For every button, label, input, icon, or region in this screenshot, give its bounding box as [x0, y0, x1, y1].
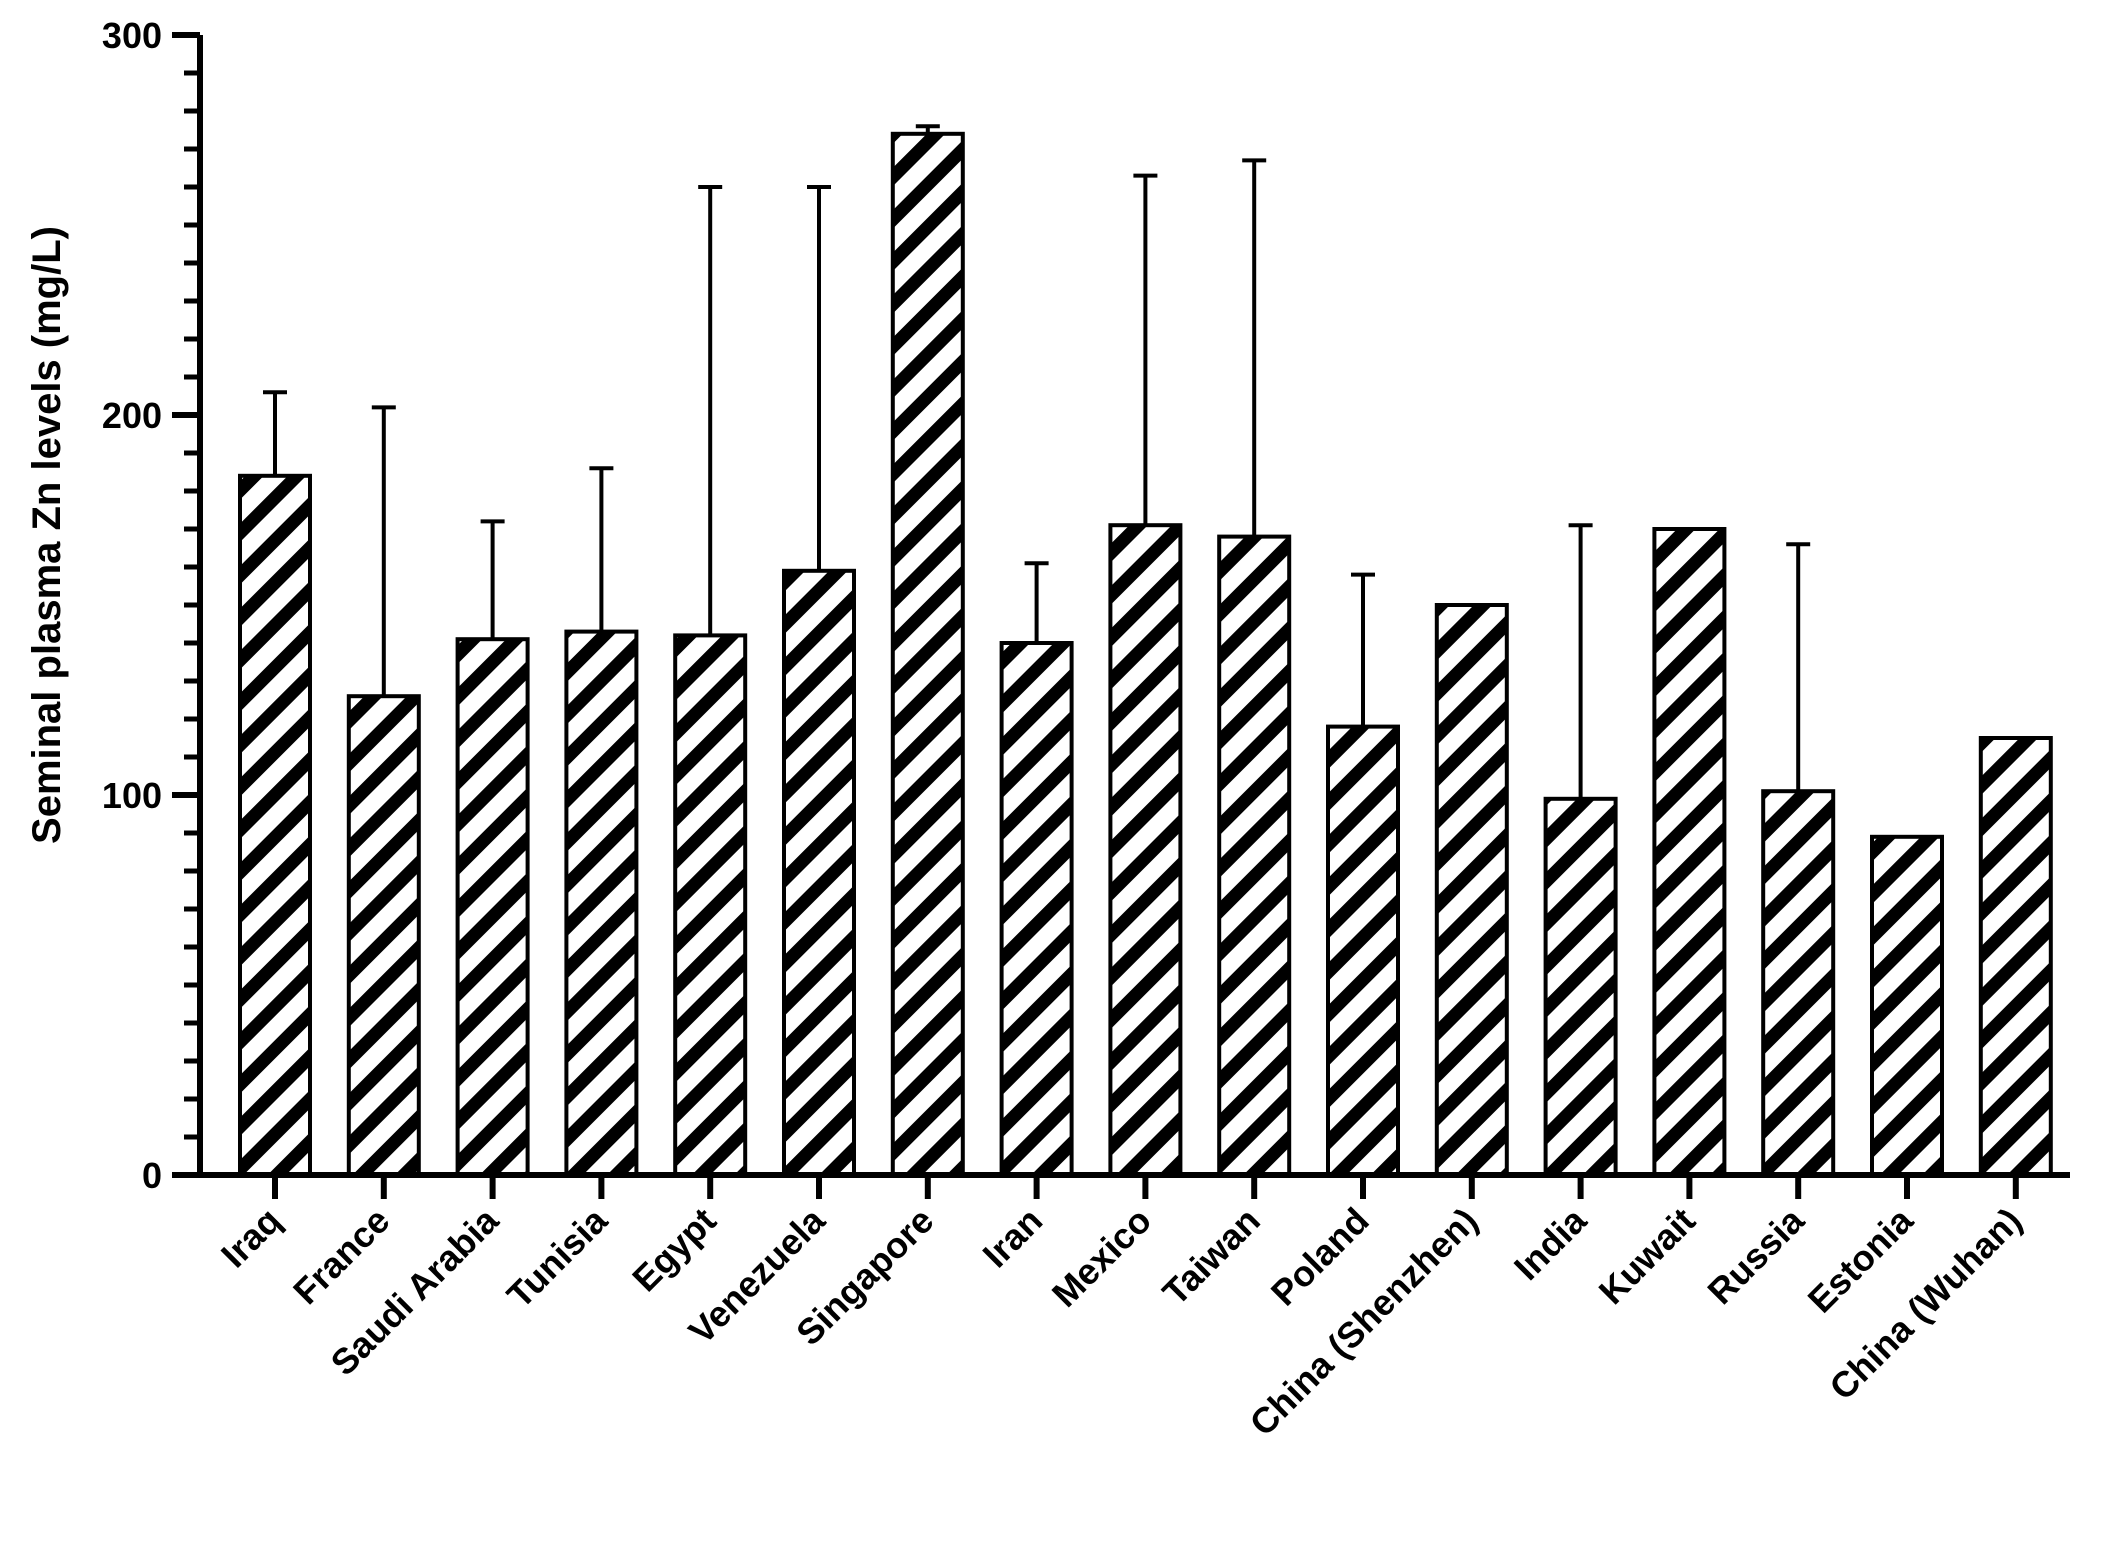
x-tick-label: Egypt: [624, 1200, 724, 1300]
error-bars-layer: [263, 124, 1811, 799]
error-bar-russia: [1786, 542, 1811, 792]
y-tick-label: 300: [102, 15, 162, 56]
bar-france: [346, 694, 421, 1177]
bar-tunisia: [564, 629, 639, 1177]
x-tick-label: Taiwan: [1154, 1200, 1267, 1313]
error-bar-mexico: [1133, 173, 1158, 526]
error-bar-iran: [1024, 561, 1049, 643]
x-tick-label: Russia: [1699, 1199, 1812, 1312]
bar-china-wuhan: [1978, 736, 2053, 1177]
bar-kuwait: [1652, 527, 1727, 1177]
axes-layer: [172, 32, 2070, 1199]
error-bar-poland: [1351, 572, 1375, 727]
bar-taiwan: [1217, 534, 1292, 1177]
y-tick-label: 0: [142, 1155, 162, 1196]
y-axis-title: Seminal plasma Zn levels (mg/L): [25, 226, 69, 844]
bar-iran: [999, 641, 1074, 1177]
x-tick-label: Iran: [975, 1200, 1051, 1276]
bar-poland: [1326, 724, 1400, 1177]
bar-egypt: [673, 633, 748, 1177]
error-bar-venezuela: [807, 185, 831, 571]
error-bar-tunisia: [589, 466, 614, 632]
bar-mexico: [1108, 523, 1183, 1177]
x-tick-label: Tunisia: [499, 1199, 616, 1316]
error-bar-taiwan: [1242, 158, 1267, 537]
error-bar-iraq: [263, 390, 287, 476]
error-bar-france: [371, 405, 396, 697]
x-tick-label: India: [1506, 1199, 1595, 1288]
y-tick-label: 200: [102, 395, 162, 436]
error-bar-india: [1568, 523, 1593, 799]
bar-venezuela: [782, 568, 856, 1177]
error-bar-singapore: [915, 124, 940, 134]
x-tick-label: Kuwait: [1591, 1200, 1703, 1312]
bar-iraq: [238, 473, 312, 1177]
error-bar-egypt: [698, 185, 723, 636]
bar-singapore: [890, 131, 965, 1177]
x-tick-label: Mexico: [1044, 1200, 1159, 1315]
bar-russia: [1761, 789, 1836, 1177]
bar-estonia: [1870, 834, 1944, 1177]
bar-india: [1543, 796, 1618, 1177]
x-tick-label: China (Wuhan): [1821, 1200, 2029, 1408]
bar-china-shenzhen: [1434, 603, 1509, 1177]
x-tick-label: Iraq: [213, 1200, 289, 1276]
error-bar-saudi-arabia: [480, 519, 505, 640]
bar-saudi-arabia: [455, 637, 530, 1177]
y-tick-label: 100: [102, 775, 162, 816]
